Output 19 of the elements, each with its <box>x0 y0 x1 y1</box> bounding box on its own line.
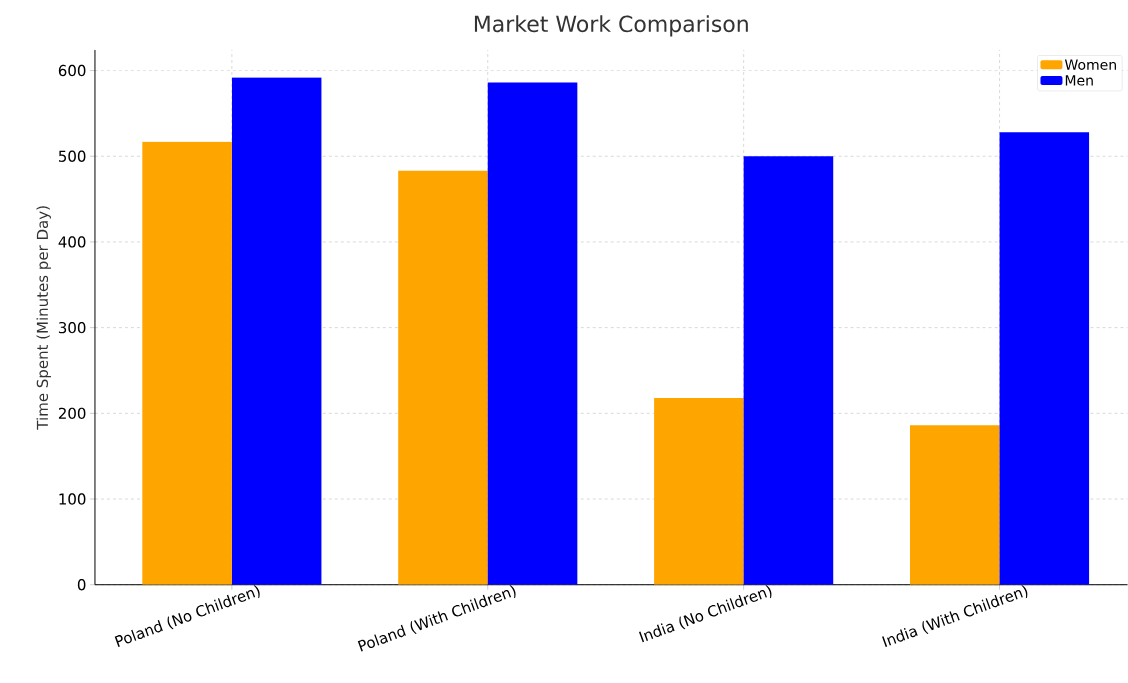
bar <box>999 132 1090 585</box>
legend-label: Women <box>1064 59 1116 71</box>
y-tick-label: 500 <box>58 150 86 163</box>
y-tick-label: 600 <box>58 65 86 77</box>
bar <box>743 156 834 585</box>
y-tick-label: 400 <box>58 236 86 248</box>
bar <box>398 170 488 585</box>
bar <box>654 398 744 585</box>
bar <box>231 77 322 585</box>
bar <box>142 141 232 585</box>
y-tick-label: 300 <box>58 322 86 334</box>
bar <box>487 82 578 585</box>
y-tick-label: 0 <box>77 579 86 591</box>
bar <box>910 425 1000 585</box>
chart-title: Market Work Comparison <box>474 15 748 37</box>
y-tick-label: 100 <box>59 493 86 505</box>
y-tick-label: 200 <box>58 407 86 420</box>
legend-label: Men <box>1065 75 1093 86</box>
y-axis-title: Time Spent (Minutes per Day) <box>36 206 51 430</box>
